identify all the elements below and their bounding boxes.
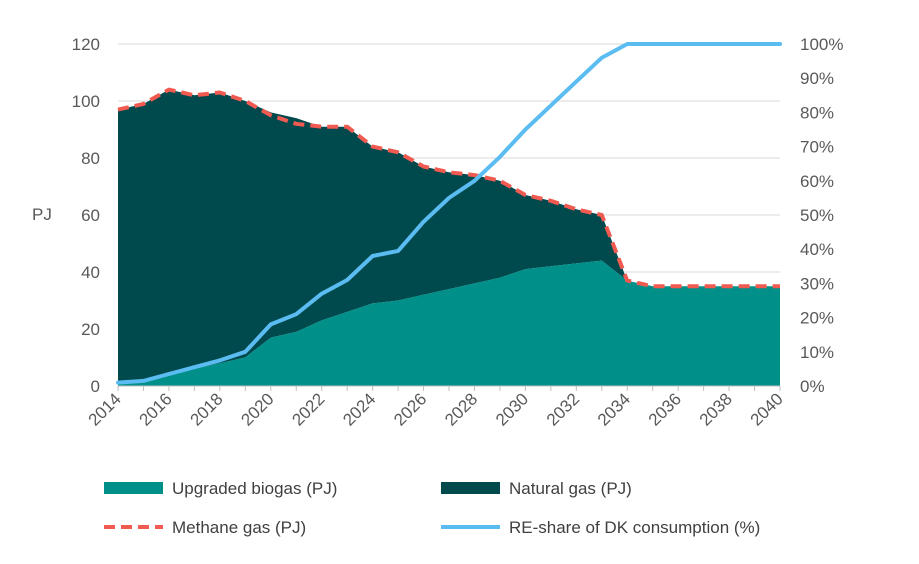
y-tick-label: 80: [81, 149, 100, 168]
y-axis-label: PJ: [32, 205, 52, 224]
x-tick-label: 2040: [747, 389, 787, 429]
legend-swatch: [441, 482, 500, 494]
y2-tick-label: 0%: [800, 377, 825, 396]
x-tick-label: 2022: [288, 389, 328, 429]
y2-tick-label: 50%: [800, 206, 834, 225]
y-tick-label: 100: [72, 92, 100, 111]
x-tick-label: 2018: [186, 389, 226, 429]
legend-item: Upgraded biogas (PJ): [104, 479, 337, 498]
legend-label: Upgraded biogas (PJ): [172, 479, 337, 498]
y-tick-label: 120: [72, 35, 100, 54]
y2-tick-label: 100%: [800, 35, 843, 54]
y2-tick-label: 70%: [800, 138, 834, 157]
legend-item: Methane gas (PJ): [104, 518, 306, 537]
x-tick-label: 2028: [441, 389, 481, 429]
x-tick-label: 2030: [492, 389, 532, 429]
x-tick-label: 2034: [594, 389, 634, 429]
natural-gas-area: [118, 89, 780, 384]
y-tick-label: 60: [81, 206, 100, 225]
x-tick-label: 2020: [237, 389, 277, 429]
legend-label: RE-share of DK consumption (%): [509, 518, 760, 537]
upgraded-biogas-area: [118, 260, 780, 386]
legend-label: Methane gas (PJ): [172, 518, 306, 537]
y2-tick-label: 90%: [800, 69, 834, 88]
legend-label: Natural gas (PJ): [509, 479, 632, 498]
y-tick-label: 20: [81, 320, 100, 339]
x-tick-label: 2016: [136, 389, 176, 429]
x-tick-label: 2038: [696, 389, 736, 429]
y-tick-label: 40: [81, 263, 100, 282]
x-tick-label: 2026: [390, 389, 430, 429]
x-tick-label: 2024: [339, 389, 379, 429]
y2-tick-label: 10%: [800, 343, 834, 362]
line-series: [116, 42, 782, 385]
x-tick-label: 2036: [645, 389, 685, 429]
y2-tick-label: 30%: [800, 274, 834, 293]
y2-tick-label: 60%: [800, 172, 834, 191]
axes: 0204060801001200%10%20%30%40%50%60%70%80…: [72, 35, 844, 430]
x-tick-label: 2032: [543, 389, 583, 429]
legend-item: RE-share of DK consumption (%): [441, 518, 760, 537]
y2-tick-label: 20%: [800, 309, 834, 328]
y2-tick-label: 40%: [800, 240, 834, 259]
legend-item: Natural gas (PJ): [441, 479, 632, 498]
re-share-line: [116, 42, 782, 385]
legend-swatch: [104, 482, 163, 494]
y2-tick-label: 80%: [800, 103, 834, 122]
y-tick-label: 0: [91, 377, 100, 396]
legend: Upgraded biogas (PJ) Natural gas (PJ) Meth…: [104, 479, 760, 537]
area-series: [118, 89, 780, 386]
